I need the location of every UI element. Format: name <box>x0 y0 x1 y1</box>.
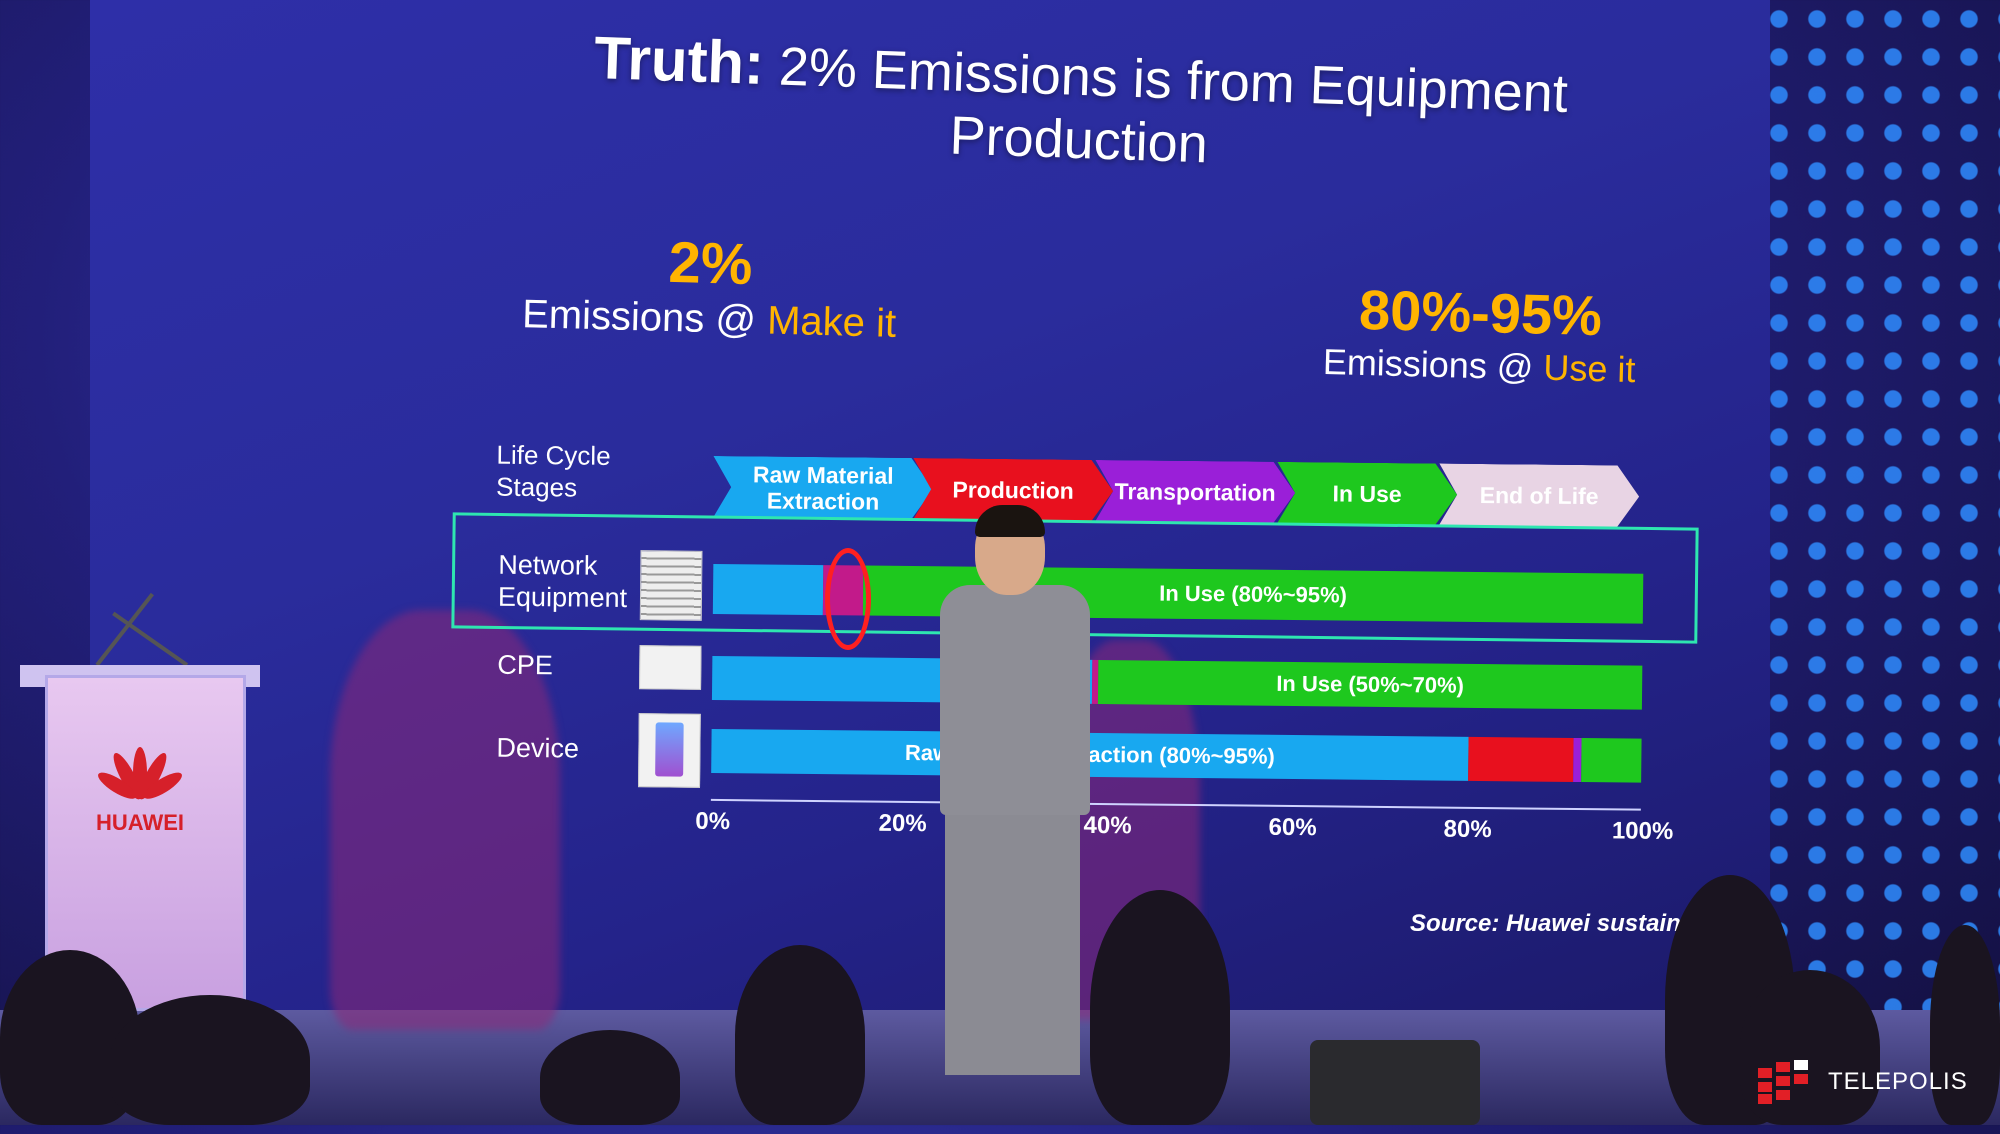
device-thumbnail <box>638 713 701 788</box>
telepolis-wordmark: TELEPOLIS <box>1828 1068 1968 1095</box>
device-seg-in-use <box>1581 738 1642 783</box>
phone-screen-icon <box>655 722 684 777</box>
audience-head <box>540 1030 680 1125</box>
tick-0: 0% <box>695 807 731 836</box>
tick-60: 60% <box>1268 813 1317 842</box>
tick-100: 100% <box>1611 817 1674 846</box>
speaker-hair <box>975 505 1045 537</box>
audience-head <box>1930 925 2000 1125</box>
stage-monitor-speaker <box>1310 1040 1480 1125</box>
stage-transportation: Transportation <box>1095 460 1296 524</box>
telepolis-logo-icon <box>1758 1060 1814 1104</box>
stage-in-use: In Use <box>1277 462 1458 526</box>
tick-80: 80% <box>1443 815 1492 844</box>
speaker-shadow-left <box>330 610 560 1030</box>
audience-head <box>1090 890 1230 1125</box>
telepolis-watermark: TELEPOLIS <box>1758 1060 1968 1104</box>
cpe-thumbnail <box>639 645 702 690</box>
device-bar: Raw Material Extraction (80%~95%) <box>711 728 1642 783</box>
cpe-seg-in-use: In Use (50%~70%) <box>1097 659 1643 710</box>
huawei-wordmark: HUAWEI <box>96 810 184 835</box>
life-cycle-label-line2: Stages <box>495 471 578 503</box>
life-cycle-label: Life Cycle Stages <box>496 439 611 504</box>
row-label-device: Device <box>496 732 580 764</box>
x-axis-line <box>710 798 1641 811</box>
stage-end-of-life: End of Life <box>1439 464 1640 528</box>
speaker-body <box>940 585 1090 815</box>
life-cycle-label-line1: Life Cycle <box>496 439 611 471</box>
audience-head <box>735 945 865 1125</box>
huawei-logo-icon <box>98 747 182 800</box>
stage-raw-material: Raw Material Extraction <box>713 456 934 520</box>
production-highlight-ring <box>825 548 871 650</box>
cpe-bar: In Use (50%~70%) <box>711 655 1643 710</box>
dotted-backdrop <box>1760 0 2000 1010</box>
row-label-cpe: CPE <box>497 649 553 681</box>
tick-20: 20% <box>878 809 927 838</box>
tick-40: 40% <box>1083 811 1132 840</box>
speaker-legs <box>945 810 1080 1075</box>
audience-head <box>110 995 310 1125</box>
device-seg-production <box>1468 736 1574 782</box>
